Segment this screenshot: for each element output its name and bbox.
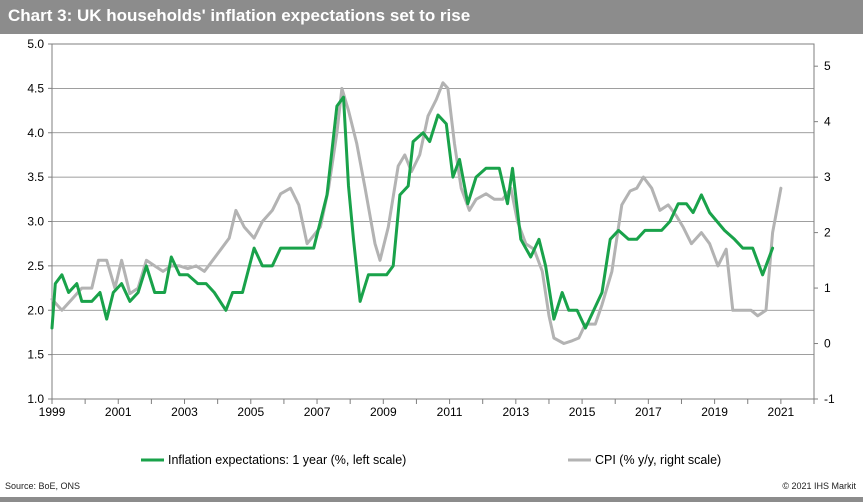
left-tick-label: 3.0	[27, 215, 44, 229]
x-axis-ticks: 1999 2001 2003 2005 2007 2009 2011 2013 2015 2017…	[39, 405, 795, 419]
left-tick-label: 1.0	[27, 392, 44, 406]
x-tick-label: 2017	[635, 405, 662, 419]
left-tick-label: 3.5	[27, 170, 44, 184]
x-tick-label: 2003	[171, 405, 198, 419]
left-tick-label: 4.5	[27, 81, 44, 95]
chart-title: Chart 3: UK households' inflation expect…	[8, 6, 471, 25]
copyright-note: © 2021 IHS Markit	[782, 481, 856, 491]
legend-label-cpi: CPI (% y/y, right scale)	[595, 453, 721, 467]
cpi-line	[50, 81, 783, 345]
left-tick-label: 2.5	[27, 259, 44, 273]
legend: Inflation expectations: 1 year (%, left …	[141, 453, 721, 467]
left-axis-ticks: 1.0 1.5 2.0 2.5 3.0 3.5 4.0 4.5 5.0	[27, 37, 44, 406]
left-tick-label: 5.0	[27, 37, 44, 51]
title-bar: Chart 3: UK households' inflation expect…	[0, 0, 863, 34]
right-tick-label: 5	[824, 59, 831, 73]
source-note: Source: BoE, ONS	[5, 481, 81, 491]
x-tick-label: 2021	[768, 405, 795, 419]
x-tick-label: 1999	[39, 405, 66, 419]
legend-label-inflation-expectations: Inflation expectations: 1 year (%, left …	[168, 453, 406, 467]
right-tick-label: 0	[824, 337, 831, 351]
x-tick-label: 2009	[370, 405, 397, 419]
right-tick-label: 1	[824, 281, 831, 295]
left-tick-label: 4.0	[27, 126, 44, 140]
inflation-expectations-line	[50, 95, 775, 330]
series-lines	[50, 81, 783, 345]
right-tick-label: -1	[824, 392, 835, 406]
right-axis-ticks: -1 0 1 2 3 4 5	[824, 59, 835, 406]
x-tick-label: 2015	[569, 405, 596, 419]
x-tick-label: 2019	[701, 405, 728, 419]
x-tick-label: 2005	[237, 405, 264, 419]
x-tick-label: 2013	[502, 405, 529, 419]
axes	[48, 43, 818, 404]
x-tick-label: 2007	[304, 405, 331, 419]
right-tick-label: 4	[824, 115, 831, 129]
bottom-rule	[0, 497, 863, 502]
x-tick-label: 2011	[437, 405, 463, 419]
plot-frame	[51, 43, 815, 400]
left-tick-label: 1.5	[27, 348, 44, 362]
left-tick-label: 2.0	[27, 303, 44, 317]
x-tick-label: 2001	[105, 405, 132, 419]
right-tick-label: 2	[824, 226, 831, 240]
right-tick-label: 3	[824, 170, 831, 184]
